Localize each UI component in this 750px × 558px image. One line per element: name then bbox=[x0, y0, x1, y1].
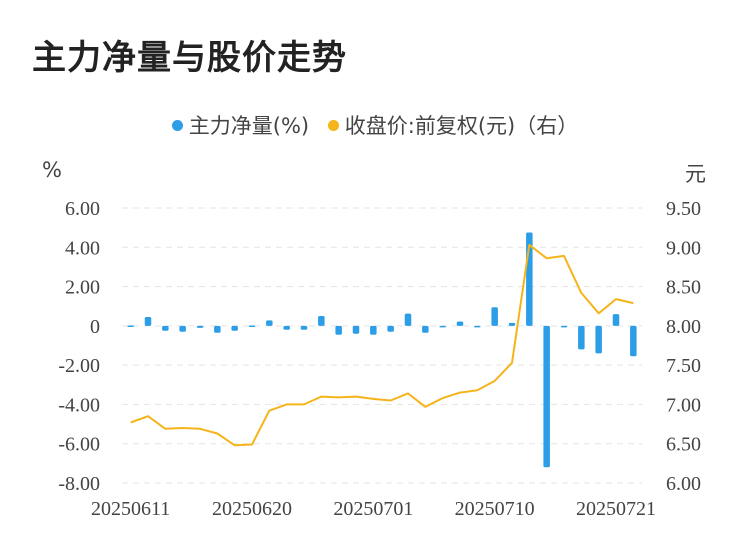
right-tick-label: 9.50 bbox=[666, 198, 701, 220]
left-tick-label: 0 bbox=[90, 316, 100, 338]
left-axis-unit: % bbox=[42, 158, 62, 182]
left-tick-label: -2.00 bbox=[58, 355, 100, 377]
legend-dot-blue-icon bbox=[171, 119, 183, 131]
left-tick-label: -4.00 bbox=[58, 394, 100, 416]
bar-main-net[interactable] bbox=[127, 325, 134, 327]
bar-main-net[interactable] bbox=[456, 321, 464, 326]
line-close-price[interactable] bbox=[130, 243, 634, 447]
bar-main-net[interactable] bbox=[144, 317, 152, 326]
x-tick-label: 20250710 bbox=[455, 498, 535, 520]
bar-main-net[interactable] bbox=[196, 325, 204, 328]
bar-main-net[interactable] bbox=[231, 325, 238, 331]
bar-main-net[interactable] bbox=[595, 325, 602, 354]
left-tick-label: 4.00 bbox=[65, 237, 100, 259]
right-tick-label: 6.50 bbox=[666, 434, 701, 456]
legend-item-close-price[interactable]: 收盘价:前复权(元)（右） bbox=[327, 110, 579, 140]
left-tick-label: 6.00 bbox=[65, 198, 100, 220]
legend-label: 主力净量(%) bbox=[188, 114, 310, 138]
bar-main-net[interactable] bbox=[179, 325, 186, 332]
bar-main-net[interactable] bbox=[404, 313, 412, 326]
right-tick-label: 8.00 bbox=[666, 316, 701, 338]
bar-main-net[interactable] bbox=[474, 325, 481, 328]
bar-main-net[interactable] bbox=[352, 325, 360, 334]
bar-main-net[interactable] bbox=[335, 325, 342, 335]
bar-main-net[interactable] bbox=[439, 325, 446, 328]
left-tick-label: -6.00 bbox=[58, 434, 100, 456]
chart-title: 主力净量与股价走势 bbox=[32, 38, 347, 78]
right-tick-label: 7.50 bbox=[666, 355, 701, 377]
bar-main-net[interactable] bbox=[248, 325, 256, 327]
right-tick-label: 6.00 bbox=[666, 473, 701, 495]
bar-main-net[interactable] bbox=[560, 325, 568, 328]
bar-main-net[interactable] bbox=[387, 325, 394, 332]
bar-main-net[interactable] bbox=[162, 325, 169, 331]
right-axis-unit: 元 bbox=[685, 162, 706, 186]
bar-main-net[interactable] bbox=[370, 325, 377, 335]
bar-main-net[interactable] bbox=[283, 325, 290, 330]
right-tick-label: 8.50 bbox=[666, 277, 701, 299]
x-tick-label: 20250611 bbox=[91, 498, 170, 520]
left-tick-label: 2.00 bbox=[65, 277, 100, 299]
legend-label: 收盘价:前复权(元)（右） bbox=[344, 114, 579, 138]
legend-dot-orange-icon bbox=[327, 119, 339, 131]
x-tick-label: 20250701 bbox=[333, 498, 413, 520]
bar-main-net[interactable] bbox=[318, 316, 325, 326]
x-tick-label: 20250620 bbox=[212, 498, 292, 520]
bar-main-net[interactable] bbox=[630, 325, 637, 357]
bar-main-net[interactable] bbox=[612, 314, 620, 326]
bar-main-net[interactable] bbox=[214, 325, 221, 333]
left-tick-label: -8.00 bbox=[58, 473, 100, 495]
bar-main-net[interactable] bbox=[578, 325, 585, 350]
bar-main-net[interactable] bbox=[508, 322, 516, 326]
bar-main-net[interactable] bbox=[300, 325, 308, 330]
x-tick-label: 20250721 bbox=[576, 498, 656, 520]
bar-main-net[interactable] bbox=[491, 307, 498, 326]
legend: 主力净量(%) 收盘价:前复权(元)（右） bbox=[0, 110, 750, 140]
bar-main-net[interactable] bbox=[422, 325, 429, 333]
right-tick-label: 9.00 bbox=[666, 237, 701, 259]
bar-main-net[interactable] bbox=[266, 320, 273, 326]
legend-item-main-net[interactable]: 主力净量(%) bbox=[171, 110, 310, 140]
bar-main-net[interactable] bbox=[543, 325, 550, 468]
right-tick-label: 7.00 bbox=[666, 394, 701, 416]
